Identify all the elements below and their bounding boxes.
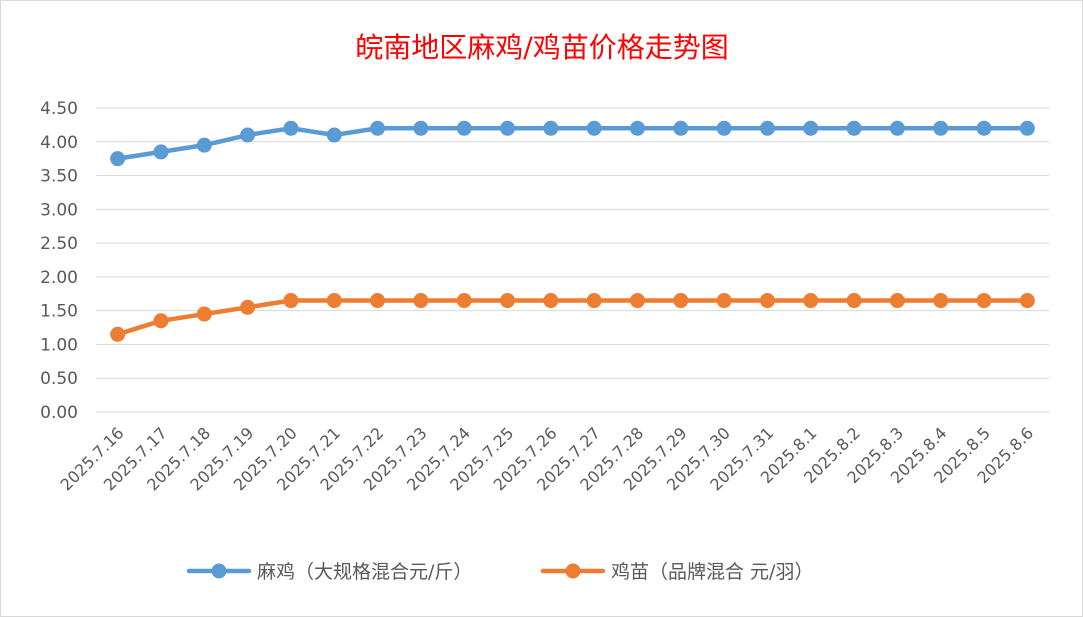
legend-label: 麻鸡（大规格混合元/斤） — [257, 561, 472, 583]
data-point — [283, 293, 299, 309]
data-point — [889, 293, 905, 309]
data-point — [196, 306, 212, 322]
data-point — [759, 120, 775, 136]
y-tick-label: 4.50 — [40, 99, 78, 119]
data-point — [716, 293, 732, 309]
chart-title: 皖南地区麻鸡/鸡苗价格走势图 — [355, 31, 728, 64]
data-point — [629, 120, 645, 136]
data-point — [976, 120, 992, 136]
data-point — [803, 120, 819, 136]
data-point — [846, 293, 862, 309]
data-point — [889, 120, 905, 136]
series-1 — [110, 293, 1035, 342]
data-point — [500, 293, 516, 309]
data-point — [110, 326, 126, 342]
y-tick-label: 2.00 — [40, 268, 78, 288]
data-point — [586, 120, 602, 136]
data-point — [629, 293, 645, 309]
y-tick-label: 2.50 — [40, 234, 78, 254]
legend-marker — [565, 563, 581, 579]
data-point — [586, 293, 602, 309]
series-layer — [110, 120, 1035, 342]
data-point — [933, 293, 949, 309]
data-point — [716, 120, 732, 136]
data-point — [500, 120, 516, 136]
x-axis: 2025.7.162025.7.172025.7.182025.7.192025… — [56, 423, 1037, 494]
data-point — [803, 293, 819, 309]
data-point — [326, 127, 342, 143]
legend: 麻鸡（大规格混合元/斤） 鸡苗（品牌混合 元/羽） — [186, 561, 813, 583]
series-line — [115, 298, 1030, 337]
y-tick-label: 0.50 — [40, 369, 78, 389]
data-point — [413, 293, 429, 309]
data-point — [153, 313, 169, 329]
y-tick-label: 3.00 — [40, 200, 78, 220]
data-point — [673, 293, 689, 309]
data-point — [933, 120, 949, 136]
data-point — [370, 293, 386, 309]
legend-marker — [211, 563, 227, 579]
data-point — [543, 120, 559, 136]
data-point — [370, 120, 386, 136]
data-point — [110, 151, 126, 167]
y-tick-label: 1.50 — [40, 302, 78, 322]
data-point — [240, 127, 256, 143]
data-point — [413, 120, 429, 136]
data-point — [196, 137, 212, 153]
y-tick-label: 4.00 — [40, 133, 78, 153]
data-point — [456, 120, 472, 136]
data-point — [1019, 120, 1035, 136]
data-point — [283, 120, 299, 136]
series-0 — [110, 120, 1035, 167]
data-point — [976, 293, 992, 309]
data-point — [1019, 293, 1035, 309]
data-point — [846, 120, 862, 136]
legend-item: 麻鸡（大规格混合元/斤） — [186, 561, 472, 583]
y-tick-label: 0.00 — [40, 403, 78, 423]
legend-label: 鸡苗（品牌混合 元/羽） — [611, 561, 813, 583]
legend-item: 鸡苗（品牌混合 元/羽） — [540, 561, 813, 583]
data-point — [759, 293, 775, 309]
data-point — [543, 293, 559, 309]
data-point — [673, 120, 689, 136]
series-line — [115, 126, 1030, 161]
data-point — [153, 144, 169, 160]
data-point — [326, 293, 342, 309]
y-tick-label: 1.00 — [40, 335, 78, 355]
data-point — [240, 299, 256, 315]
y-axis: 0.00 0.50 1.00 1.50 2.00 2.50 3.00 3.50 4.00 4.50 — [40, 99, 78, 423]
grid-layer — [96, 107, 1049, 413]
data-point — [456, 293, 472, 309]
y-tick-label: 3.50 — [40, 167, 78, 187]
